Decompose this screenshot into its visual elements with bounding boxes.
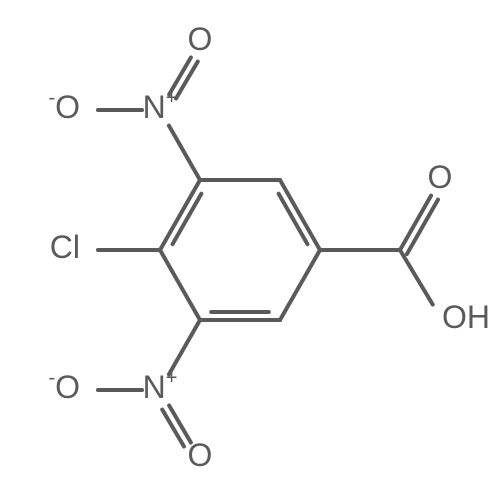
atom-label-o5: O bbox=[188, 437, 213, 473]
bond bbox=[169, 126, 200, 180]
atom-label-n1: N+ bbox=[143, 87, 178, 125]
bond bbox=[169, 320, 200, 374]
atom-label-o2: OH bbox=[442, 299, 490, 335]
molecule-diagram: O OH N+ O -O N+ O -O Cl bbox=[0, 0, 500, 500]
bond bbox=[280, 250, 320, 320]
atom-label-o4: -O bbox=[48, 87, 80, 125]
bond bbox=[160, 180, 200, 250]
bond bbox=[280, 180, 320, 250]
bond bbox=[160, 250, 200, 320]
atom-label-n2: N+ bbox=[143, 367, 178, 405]
atom-label-o3: O bbox=[188, 21, 213, 57]
atom-label-o6: -O bbox=[48, 367, 80, 405]
atom-label-o1: O bbox=[428, 159, 453, 195]
bond bbox=[400, 250, 433, 305]
atom-label-cl: Cl bbox=[50, 229, 80, 265]
